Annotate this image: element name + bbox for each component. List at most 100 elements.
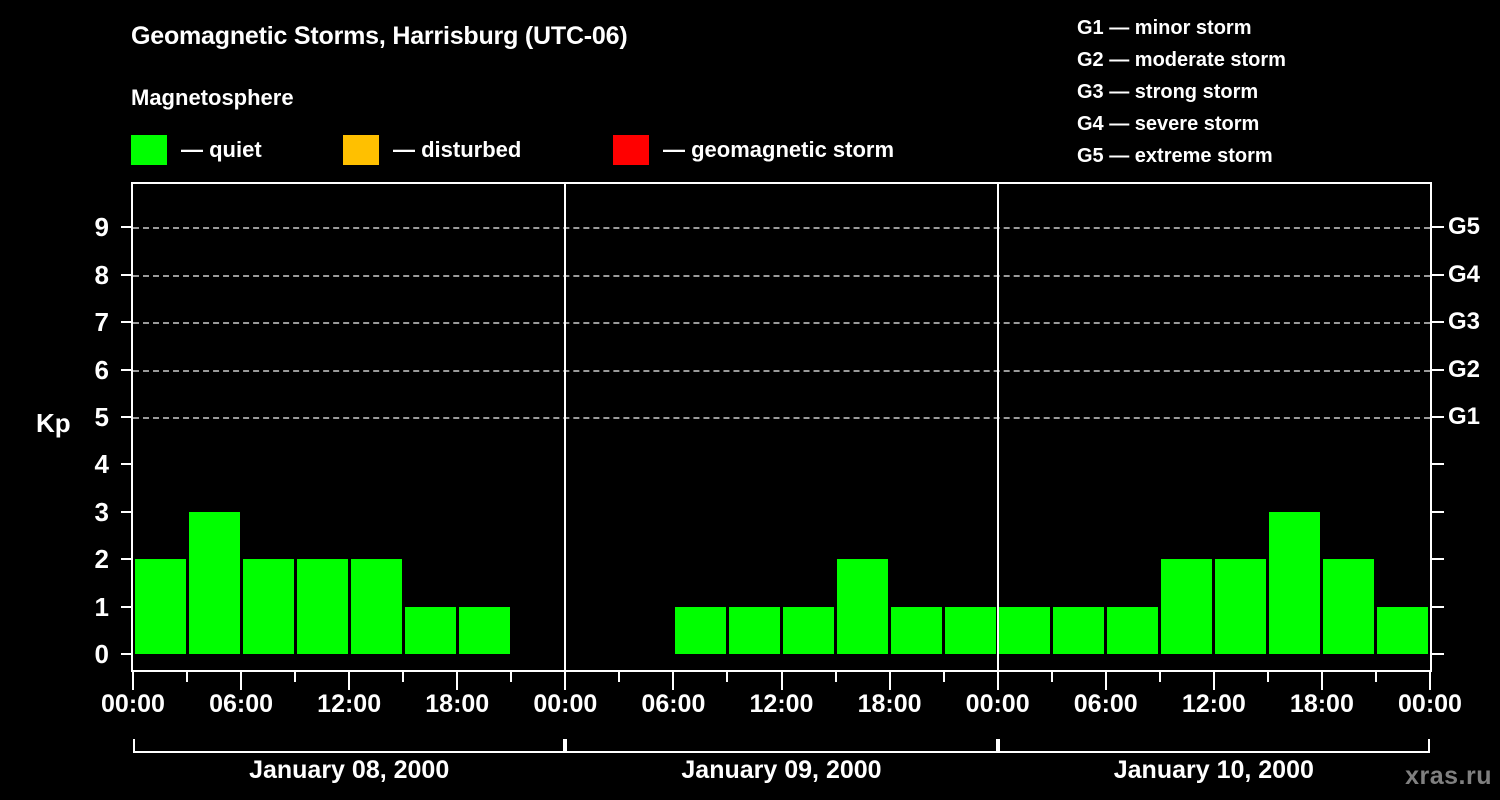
x-tick-mark-11 xyxy=(726,672,729,682)
x-tick-label-9: 06:00 xyxy=(1073,690,1138,718)
right-tick-mark-8 xyxy=(1432,273,1444,276)
x-tick-mark-14 xyxy=(888,672,891,690)
bar xyxy=(458,606,510,654)
day-label-3: January 10, 2000 xyxy=(1113,756,1314,784)
x-tick-label-2: 12:00 xyxy=(317,690,382,718)
bar xyxy=(1377,606,1429,654)
gridline-kp-9 xyxy=(133,227,1430,230)
bar xyxy=(1161,559,1213,654)
right-tick-label-G1: G1 xyxy=(1448,403,1481,430)
bar xyxy=(1323,559,1375,654)
bar xyxy=(1269,511,1321,654)
legend-storm-swatch-icon xyxy=(613,135,649,165)
right-tick-label-G4: G4 xyxy=(1448,260,1481,288)
y-tick-label-0: 0 xyxy=(94,639,109,669)
x-tick-mark-22 xyxy=(1320,672,1323,690)
right-tick-mark-4 xyxy=(1432,463,1444,466)
bar xyxy=(728,606,780,654)
day-label-2: January 09, 2000 xyxy=(681,756,882,784)
bar xyxy=(404,606,456,654)
bar xyxy=(1107,606,1159,654)
y-tick-label-4: 4 xyxy=(94,449,109,480)
chart-title: Geomagnetic Storms, Harrisburg (UTC-06) xyxy=(131,22,628,50)
y-tick-label-6: 6 xyxy=(94,354,109,385)
g-scale-row-3: G3 — strong storm xyxy=(1077,81,1259,103)
legend-quiet-swatch-icon xyxy=(131,135,167,165)
day-band-1 xyxy=(133,739,566,753)
x-tick-label-11: 18:00 xyxy=(1289,690,1354,718)
legend-quiet-label: — quiet xyxy=(181,137,262,162)
right-tick-mark-6 xyxy=(1432,368,1444,371)
y-tick-label-1: 1 xyxy=(94,591,109,622)
x-tick-label-6: 12:00 xyxy=(749,690,814,718)
x-tick-label-3: 18:00 xyxy=(425,690,490,718)
x-tick-mark-23 xyxy=(1374,672,1377,682)
bar xyxy=(837,559,889,654)
x-tick-mark-10 xyxy=(672,672,675,690)
x-tick-mark-12 xyxy=(780,672,783,690)
y-tick-mark-0 xyxy=(121,653,131,655)
day-label-1: January 08, 2000 xyxy=(249,756,450,784)
x-tick-mark-16 xyxy=(996,672,999,690)
x-tick-mark-5 xyxy=(402,672,405,682)
right-tick-mark-9 xyxy=(1432,226,1444,229)
g-scale-key: G1 — minor storm G2 — moderate storm G3 — … xyxy=(1077,12,1286,172)
bar xyxy=(1053,606,1105,654)
legend-disturbed: — disturbed xyxy=(343,132,521,168)
right-tick-label-G5: G5 xyxy=(1448,213,1481,241)
y-tick-label-9: 9 xyxy=(94,212,109,243)
bar xyxy=(783,606,835,654)
legend-disturbed-label: — disturbed xyxy=(393,137,522,162)
x-tick-label-1: 06:00 xyxy=(209,690,274,718)
gridline-kp-6 xyxy=(133,369,1430,372)
y-tick-mark-3 xyxy=(121,510,131,513)
x-tick-mark-20 xyxy=(1212,672,1215,690)
right-tick-mark-5 xyxy=(1432,416,1444,418)
y-tick-mark-1 xyxy=(121,605,131,608)
y-tick-mark-2 xyxy=(121,558,131,561)
right-tick-mark-7 xyxy=(1432,321,1444,324)
bar xyxy=(999,606,1051,654)
bar xyxy=(350,559,402,654)
y-tick-mark-5 xyxy=(121,416,131,418)
x-tick-mark-4 xyxy=(348,672,351,690)
x-tick-mark-3 xyxy=(294,672,297,682)
y-tick-mark-4 xyxy=(121,463,131,466)
bar xyxy=(1215,559,1267,654)
watermark: xras.ru xyxy=(1405,762,1492,790)
chart-subtitle: Magnetosphere xyxy=(131,85,294,110)
x-tick-mark-6 xyxy=(456,672,459,690)
y-tick-label-2: 2 xyxy=(94,544,109,575)
x-tick-mark-0 xyxy=(132,672,134,690)
g-scale-row-5: G5 — extreme storm xyxy=(1077,145,1273,167)
bar xyxy=(242,559,294,654)
legend-storm: — geomagnetic storm xyxy=(613,132,894,168)
x-tick-label-12: 00:00 xyxy=(1398,690,1462,718)
right-tick-label-G3: G3 xyxy=(1448,308,1481,336)
x-tick-mark-8 xyxy=(564,672,567,690)
x-tick-mark-19 xyxy=(1158,672,1161,682)
x-tick-mark-21 xyxy=(1266,672,1269,682)
y-tick-label-7: 7 xyxy=(94,307,109,338)
x-tick-label-5: 06:00 xyxy=(641,690,706,718)
bar xyxy=(945,606,997,654)
bar xyxy=(891,606,943,654)
gridline-kp-7 xyxy=(133,322,1430,325)
y-tick-mark-9 xyxy=(121,226,131,229)
x-tick-mark-1 xyxy=(186,672,189,682)
x-tick-mark-17 xyxy=(1050,672,1053,682)
g-scale-row-2: G2 — moderate storm xyxy=(1077,49,1286,71)
x-tick-label-0: 00:00 xyxy=(101,690,165,718)
gridline-kp-8 xyxy=(133,274,1430,277)
y-tick-label-5: 5 xyxy=(94,402,109,432)
day-separator-2 xyxy=(996,184,999,670)
x-tick-label-4: 00:00 xyxy=(533,690,598,718)
bar xyxy=(296,559,348,654)
x-tick-mark-18 xyxy=(1104,672,1107,690)
y-tick-label-3: 3 xyxy=(94,496,109,527)
right-tick-mark-0 xyxy=(1432,653,1444,655)
right-tick-mark-3 xyxy=(1432,510,1444,513)
x-tick-mark-7 xyxy=(510,672,513,682)
bar xyxy=(134,559,186,654)
right-tick-label-G2: G2 xyxy=(1448,355,1481,383)
